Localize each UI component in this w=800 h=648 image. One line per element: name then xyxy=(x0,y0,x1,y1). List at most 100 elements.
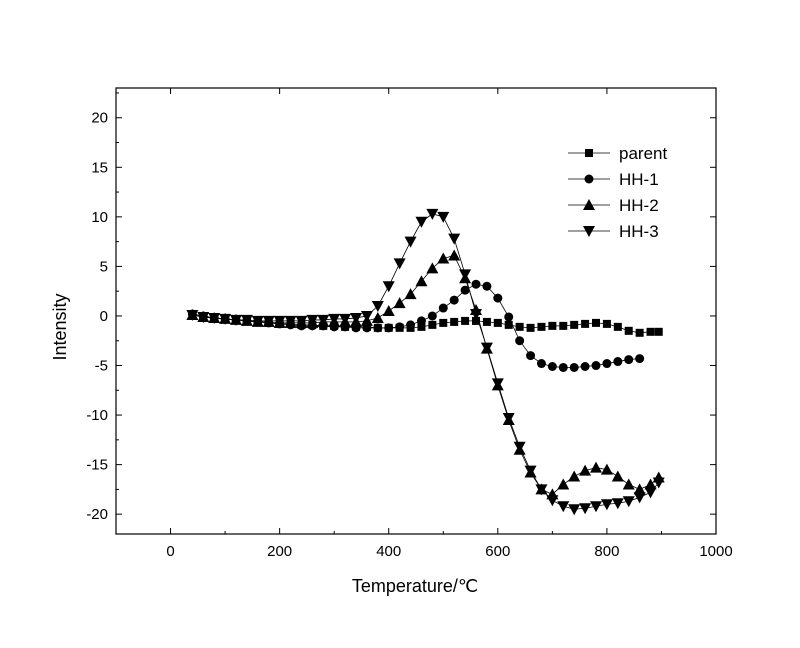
data-point xyxy=(504,320,513,329)
y-tick-label: -20 xyxy=(86,506,108,523)
data-point xyxy=(526,351,536,361)
data-point xyxy=(406,320,416,330)
y-tick-label: 15 xyxy=(91,159,108,176)
data-point xyxy=(395,322,405,332)
data-point xyxy=(513,441,526,453)
data-point xyxy=(382,305,395,316)
series-hh-2 xyxy=(186,249,665,500)
y-tick-label: 20 xyxy=(91,110,108,127)
data-point xyxy=(613,357,623,367)
data-point xyxy=(548,321,557,330)
data-point xyxy=(602,359,612,369)
data-point xyxy=(251,315,264,327)
legend-label: HH-3 xyxy=(619,222,659,241)
data-point xyxy=(569,362,579,372)
data-point xyxy=(635,354,645,364)
y-tick-label: 10 xyxy=(91,209,108,226)
data-point xyxy=(371,301,384,313)
series-hh-3 xyxy=(186,208,665,516)
legend-entry: HH-2 xyxy=(568,196,659,215)
data-point xyxy=(448,249,461,261)
legend-marker xyxy=(583,226,595,237)
data-point xyxy=(472,316,480,325)
data-point xyxy=(482,317,491,326)
data-point xyxy=(404,236,417,248)
data-point xyxy=(482,281,492,291)
data-point xyxy=(339,313,352,325)
y-tick-label: 0 xyxy=(100,308,108,325)
data-point xyxy=(524,465,537,477)
legend-label: HH-1 xyxy=(619,170,659,189)
data-point xyxy=(644,478,657,490)
data-point xyxy=(416,316,426,326)
data-point xyxy=(547,362,557,372)
data-point xyxy=(373,323,383,333)
data-point xyxy=(371,311,384,323)
data-point xyxy=(428,320,437,329)
series-line xyxy=(192,213,660,510)
x-tick-label: 600 xyxy=(485,543,510,560)
data-point xyxy=(284,315,297,327)
legend-marker xyxy=(584,174,594,184)
data-point xyxy=(306,314,319,326)
data-point xyxy=(208,312,221,324)
data-point xyxy=(382,281,395,293)
data-point xyxy=(579,464,592,476)
y-axis-title: Intensity xyxy=(50,293,70,360)
data-point xyxy=(535,484,548,496)
data-point xyxy=(570,320,579,329)
data-point xyxy=(580,362,590,372)
y-tick-label: -5 xyxy=(95,358,108,375)
data-point xyxy=(493,318,502,327)
y-tick-label: -15 xyxy=(86,457,108,474)
legend-marker xyxy=(583,199,595,210)
data-point xyxy=(624,326,633,335)
data-point xyxy=(437,252,450,264)
data-point xyxy=(240,314,253,326)
data-point xyxy=(393,297,406,309)
data-point xyxy=(230,314,242,326)
data-point xyxy=(219,313,232,325)
data-point xyxy=(273,315,286,327)
data-point xyxy=(568,470,581,482)
data-point xyxy=(491,378,504,390)
data-point xyxy=(448,233,461,245)
data-point xyxy=(546,495,559,507)
data-point xyxy=(415,275,428,287)
data-point xyxy=(558,362,568,372)
data-point xyxy=(197,311,210,323)
data-point xyxy=(438,303,448,313)
data-point xyxy=(317,314,330,326)
series-layer xyxy=(186,208,665,516)
legend-entry: HH-1 xyxy=(568,170,659,189)
data-point xyxy=(635,328,644,337)
data-point xyxy=(557,501,570,513)
legend-label: parent xyxy=(619,144,667,163)
x-tick-label: 200 xyxy=(267,543,292,560)
data-point xyxy=(460,285,470,295)
data-point xyxy=(526,323,535,332)
data-point xyxy=(426,208,439,220)
data-point xyxy=(360,310,373,322)
data-point xyxy=(579,503,592,515)
data-point xyxy=(471,279,481,289)
x-axis-title: Temperature/℃ xyxy=(352,576,478,596)
data-point xyxy=(426,262,439,274)
data-point xyxy=(350,312,362,324)
data-point xyxy=(602,319,611,328)
data-point xyxy=(393,258,406,270)
data-point xyxy=(262,315,275,327)
data-point xyxy=(654,327,663,336)
data-point xyxy=(646,327,655,336)
data-point xyxy=(186,309,199,321)
data-point xyxy=(459,269,472,281)
data-point xyxy=(439,318,448,327)
data-point xyxy=(652,477,665,489)
data-point xyxy=(417,322,426,331)
data-point xyxy=(590,501,602,513)
data-point xyxy=(328,313,341,325)
series-line xyxy=(192,255,659,495)
data-point xyxy=(504,312,514,322)
data-point xyxy=(502,413,515,425)
